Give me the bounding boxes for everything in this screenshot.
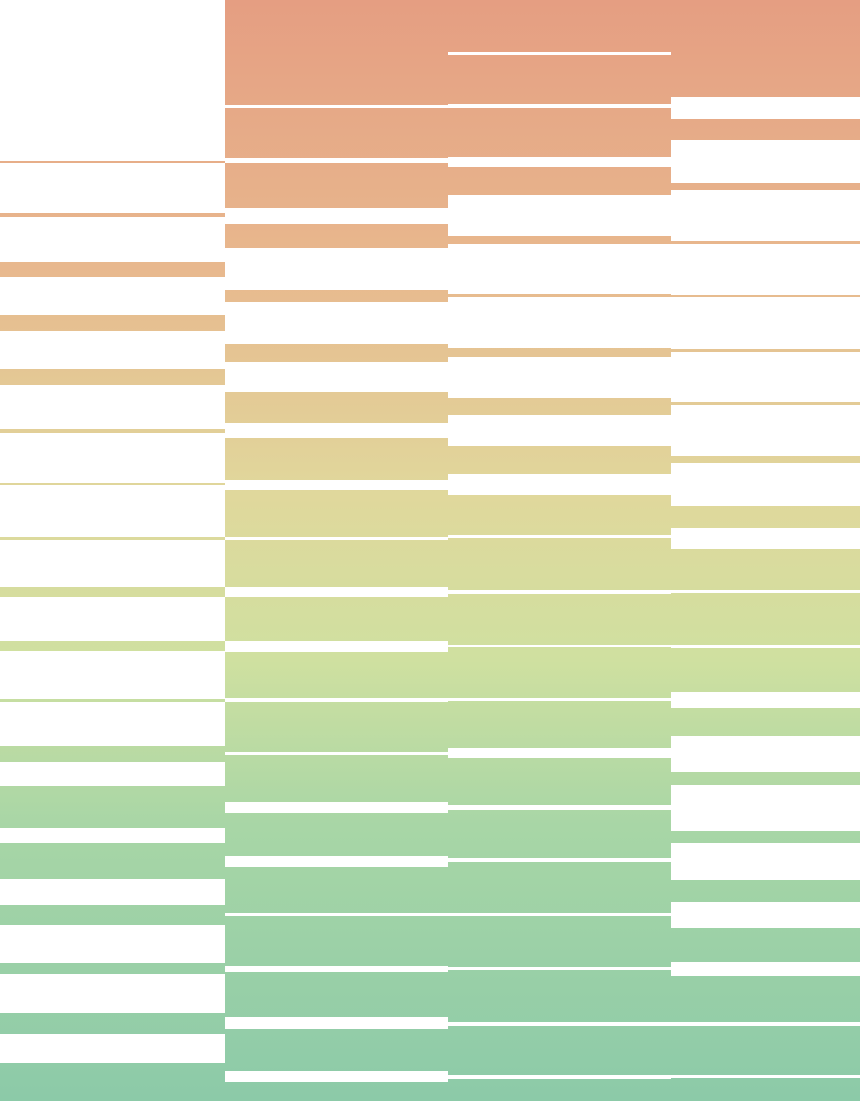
color-band: [0, 843, 225, 879]
color-band: [0, 699, 225, 702]
color-band: [225, 972, 448, 1017]
color-band: [671, 928, 860, 962]
color-band: [0, 587, 225, 597]
color-band: [671, 456, 860, 463]
color-band: [225, 597, 448, 641]
color-band: [448, 108, 671, 157]
color-band: [225, 755, 448, 802]
color-band: [448, 294, 671, 297]
color-band: [225, 540, 448, 587]
color-band: [225, 916, 448, 966]
color-band: [671, 119, 860, 140]
color-band: [225, 290, 448, 302]
color-band: [671, 549, 860, 590]
color-band: [0, 483, 225, 485]
color-band: [448, 916, 671, 967]
color-band: [0, 1013, 225, 1034]
color-band: [671, 402, 860, 405]
color-band: [671, 772, 860, 785]
color-band: [225, 438, 448, 480]
color-band: [225, 1082, 448, 1101]
color-band: [448, 55, 671, 104]
color-band: [671, 648, 860, 692]
color-band: [225, 344, 448, 362]
color-band: [0, 786, 225, 828]
color-band: [671, 708, 860, 736]
color-band: [671, 831, 860, 843]
color-band: [225, 867, 448, 913]
color-band: [225, 108, 448, 158]
color-band: [671, 593, 860, 645]
color-band: [448, 236, 671, 244]
color-band: [225, 813, 448, 856]
color-band: [0, 641, 225, 651]
color-band: [448, 1026, 671, 1075]
color-band: [0, 746, 225, 762]
color-band: [448, 810, 671, 858]
color-band: [671, 183, 860, 190]
color-band: [671, 241, 860, 244]
color-band: [671, 349, 860, 352]
color-band: [448, 970, 671, 1022]
color-band: [448, 862, 671, 913]
color-band: [225, 224, 448, 248]
color-band: [0, 963, 225, 974]
color-band: [448, 701, 671, 748]
color-band: [671, 880, 860, 902]
color-band: [225, 490, 448, 537]
color-band: [671, 1078, 860, 1101]
color-band: [0, 369, 225, 385]
color-band: [225, 392, 448, 423]
color-band: [671, 0, 860, 97]
color-band: [0, 213, 225, 217]
color-band: [0, 161, 225, 163]
color-band: [448, 348, 671, 357]
color-band: [0, 262, 225, 277]
color-band: [0, 429, 225, 433]
color-band: [671, 295, 860, 297]
color-band: [225, 702, 448, 752]
color-band: [448, 167, 671, 195]
color-band: [671, 1026, 860, 1075]
color-band: [448, 538, 671, 590]
color-band: [0, 315, 225, 331]
color-band: [225, 652, 448, 698]
color-band: [671, 506, 860, 528]
color-band: [225, 163, 448, 208]
color-band: [448, 446, 671, 474]
color-band: [448, 0, 671, 52]
color-band: [448, 1079, 671, 1101]
color-band: [0, 905, 225, 925]
color-band: [225, 0, 448, 105]
color-band: [448, 398, 671, 415]
color-band: [0, 1063, 225, 1101]
color-band: [225, 1029, 448, 1071]
color-band: [448, 758, 671, 805]
color-band: [448, 495, 671, 535]
color-band: [0, 537, 225, 540]
color-band: [448, 647, 671, 698]
color-band: [671, 976, 860, 1022]
color-band: [448, 594, 671, 645]
